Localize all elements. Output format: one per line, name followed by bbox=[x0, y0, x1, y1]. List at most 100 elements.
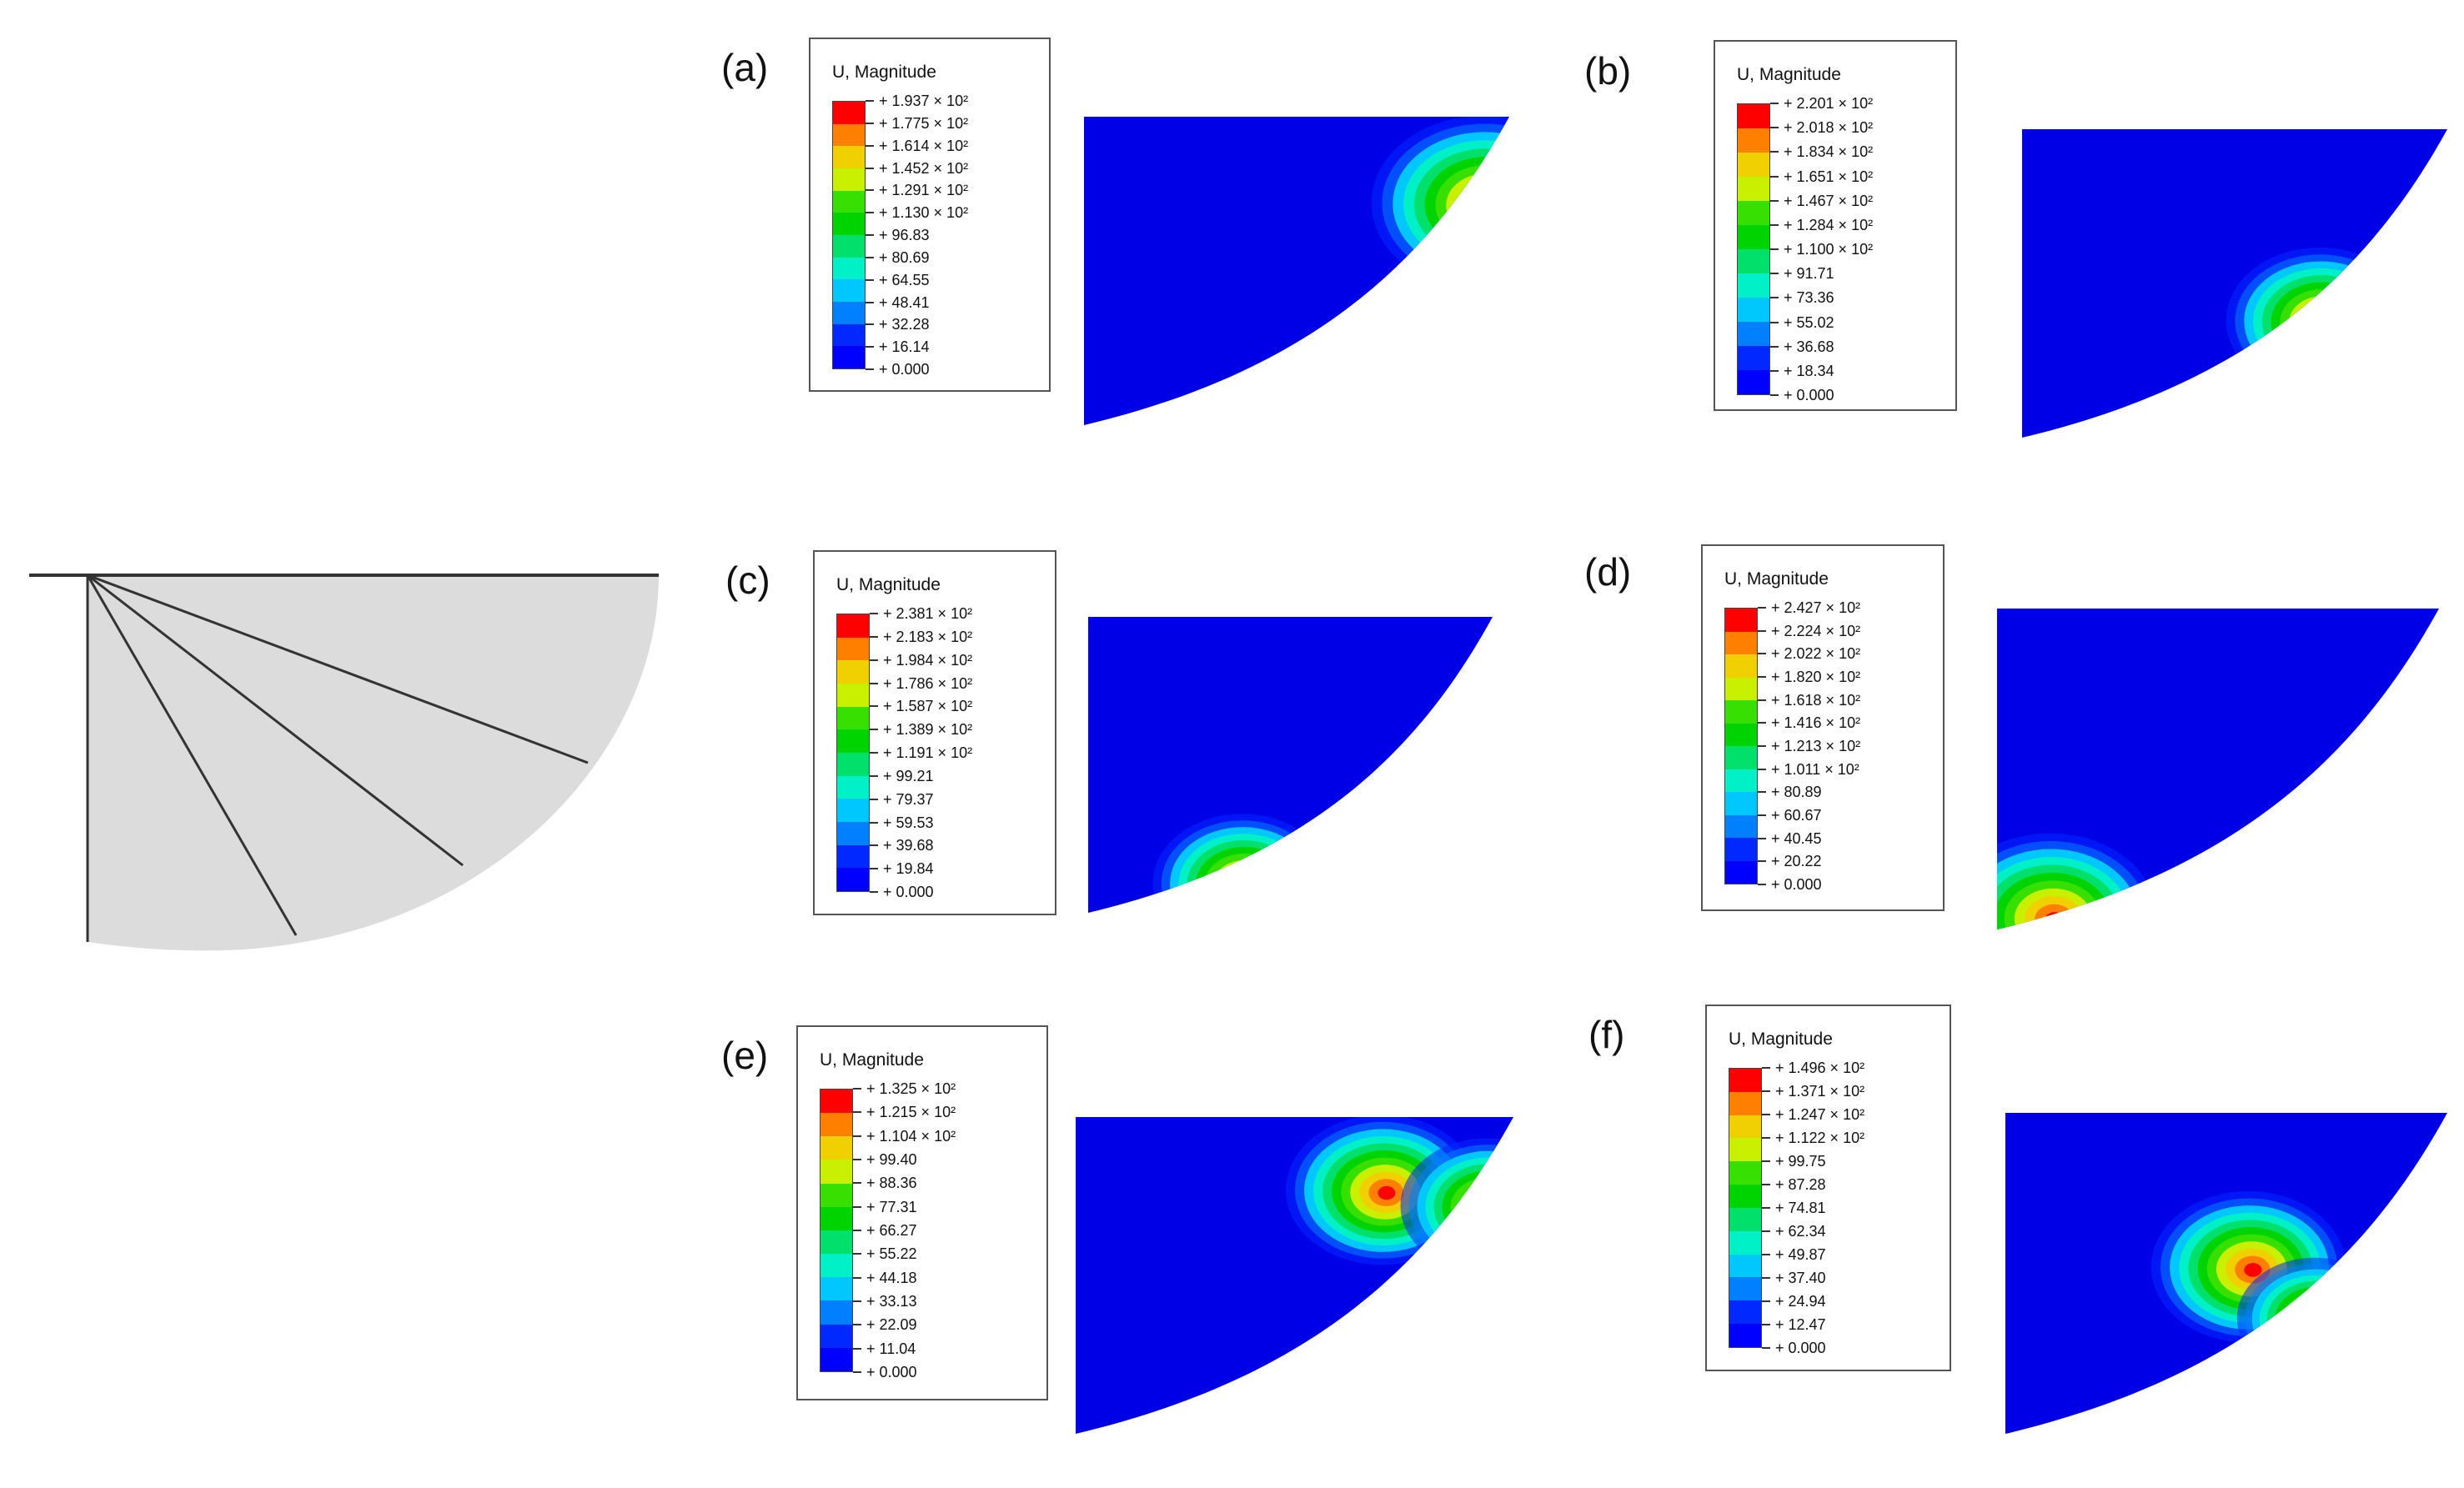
contour-band bbox=[2280, 288, 2366, 356]
legend-value: + 87.28 bbox=[1775, 1176, 1826, 1193]
panel-label: (b) bbox=[1584, 49, 1632, 93]
legend-title: U, Magnitude bbox=[1724, 569, 1829, 589]
contour-band bbox=[1238, 879, 1255, 893]
contour-plot bbox=[1084, 117, 1509, 425]
color-scale-band bbox=[1738, 273, 1769, 298]
legend-value: + 1.122 × 10² bbox=[1775, 1130, 1865, 1146]
color-scale-band bbox=[1725, 631, 1757, 654]
color-scale-band bbox=[837, 637, 869, 661]
legend-tick bbox=[1758, 629, 1766, 632]
legend-value: + 66.27 bbox=[866, 1222, 917, 1239]
legend-value: + 1.618 × 10² bbox=[1771, 691, 1861, 709]
legend-value: + 48.41 bbox=[879, 293, 930, 311]
legend-value: + 49.87 bbox=[1775, 1246, 1826, 1263]
legend-value: + 1.191 × 10² bbox=[883, 744, 973, 761]
legend-value: + 1.496 × 10² bbox=[1775, 1060, 1865, 1076]
legend-tick bbox=[1762, 1067, 1770, 1069]
legend-title: U, Magnitude bbox=[1737, 65, 1841, 84]
legend-tick bbox=[866, 100, 874, 102]
legend-value: + 1.587 × 10² bbox=[883, 698, 973, 715]
panel-label: (a) bbox=[721, 46, 769, 89]
color-scale-band bbox=[820, 1254, 852, 1278]
color-scale-band bbox=[833, 190, 865, 213]
legend-tick bbox=[853, 1135, 861, 1137]
legend-tick bbox=[870, 868, 878, 870]
legend-value: + 73.36 bbox=[1784, 289, 1834, 307]
contour-band bbox=[2297, 303, 2349, 343]
contour-plot bbox=[1076, 1117, 1513, 1434]
legend-title: U, Magnitude bbox=[836, 575, 941, 594]
color-scale-band bbox=[833, 123, 865, 147]
color-scale-band bbox=[837, 614, 869, 638]
legend-value: + 33.13 bbox=[866, 1293, 917, 1310]
contour-band bbox=[2266, 1280, 2366, 1359]
legend-tick bbox=[1762, 1230, 1770, 1232]
legend-tick bbox=[870, 844, 878, 847]
legend-value: + 80.89 bbox=[1771, 784, 1822, 801]
legend-tick bbox=[853, 1230, 861, 1231]
legend-tick bbox=[866, 234, 874, 236]
contour-plot bbox=[1997, 609, 2439, 929]
color-scale-band bbox=[833, 213, 865, 235]
legend-value: + 1.651 × 10² bbox=[1784, 168, 1874, 185]
color-scale-band bbox=[820, 1136, 852, 1160]
color-scale-band bbox=[1729, 1207, 1761, 1231]
contour-band bbox=[2274, 1286, 2360, 1353]
color-scale-band bbox=[1725, 609, 1757, 632]
contour-domain bbox=[1088, 617, 1493, 913]
color-scale-band bbox=[1738, 322, 1769, 346]
color-scale-band bbox=[1738, 201, 1769, 225]
legend-value: + 36.68 bbox=[1784, 338, 1834, 355]
legend-value: + 0.000 bbox=[883, 884, 934, 900]
color-scale-band bbox=[1725, 792, 1757, 815]
legend-tick bbox=[1758, 860, 1766, 863]
legend-value: + 80.69 bbox=[879, 248, 930, 266]
legend-tick bbox=[870, 682, 878, 684]
color-scale-band bbox=[820, 1230, 852, 1255]
color-scale-band bbox=[1725, 723, 1757, 746]
color-scale-band bbox=[820, 1113, 852, 1137]
legend-value: + 22.09 bbox=[866, 1316, 917, 1334]
legend-tick bbox=[1770, 321, 1779, 323]
legend-value: + 91.71 bbox=[1784, 265, 1834, 283]
legend-tick bbox=[1762, 1254, 1770, 1255]
legend-value: + 1.416 × 10² bbox=[1771, 714, 1861, 732]
color-scale-band bbox=[1725, 769, 1757, 792]
legend-value: + 2.018 × 10² bbox=[1784, 119, 1874, 137]
legend-value: + 55.22 bbox=[866, 1245, 917, 1263]
legend-value: + 1.937 × 10² bbox=[879, 93, 969, 109]
contour-band bbox=[1378, 1185, 1396, 1200]
legend-tick bbox=[1770, 369, 1779, 372]
legend-value: + 1.284 × 10² bbox=[1784, 216, 1874, 233]
legend-box: U, Magnitude + 1.496 × 10² + 1.371 × 10² +… bbox=[1705, 1005, 1951, 1371]
contour-band bbox=[2289, 296, 2357, 349]
legend-value: + 1.130 × 10² bbox=[879, 204, 969, 222]
legend-box: U, Magnitude + 2.427 × 10² + 2.224 × 10² +… bbox=[1701, 544, 1945, 911]
legend-value: + 20.22 bbox=[1771, 853, 1822, 870]
color-scale-band bbox=[1729, 1300, 1761, 1325]
legend-value: + 1.371 × 10² bbox=[1775, 1083, 1865, 1100]
legend-tick bbox=[866, 346, 874, 348]
color-scale-band bbox=[833, 323, 865, 347]
contour-band bbox=[1467, 1190, 1513, 1227]
schematic-crack-line-2 bbox=[87, 574, 464, 867]
panel-d: (d) U, Magnitude + 2.427 × 10² + 2.224 × … bbox=[1580, 538, 2464, 1005]
legend-value: + 1.100 × 10² bbox=[1784, 241, 1874, 258]
color-scale-band bbox=[1729, 1161, 1761, 1185]
legend-tick bbox=[866, 256, 874, 258]
panel-c: (c) U, Magnitude + 2.381 × 10² + 2.183 × … bbox=[717, 546, 1676, 1013]
legend-tick bbox=[866, 301, 874, 303]
color-scale-band bbox=[837, 775, 869, 799]
legend-value: + 64.55 bbox=[879, 271, 930, 288]
color-scale-band bbox=[1729, 1230, 1761, 1255]
color-scale-band bbox=[1738, 249, 1769, 273]
contour-band bbox=[2271, 282, 2373, 362]
legend-value: + 16.14 bbox=[879, 338, 930, 356]
contour-band bbox=[2045, 912, 2065, 928]
legend-value: + 11.04 bbox=[866, 1340, 916, 1357]
color-scale-band bbox=[833, 168, 865, 191]
schematic-section bbox=[88, 575, 659, 951]
color-scale-band bbox=[1725, 654, 1757, 678]
schematic-crack-line-3 bbox=[86, 574, 298, 936]
legend-value: + 1.215 × 10² bbox=[866, 1104, 956, 1121]
